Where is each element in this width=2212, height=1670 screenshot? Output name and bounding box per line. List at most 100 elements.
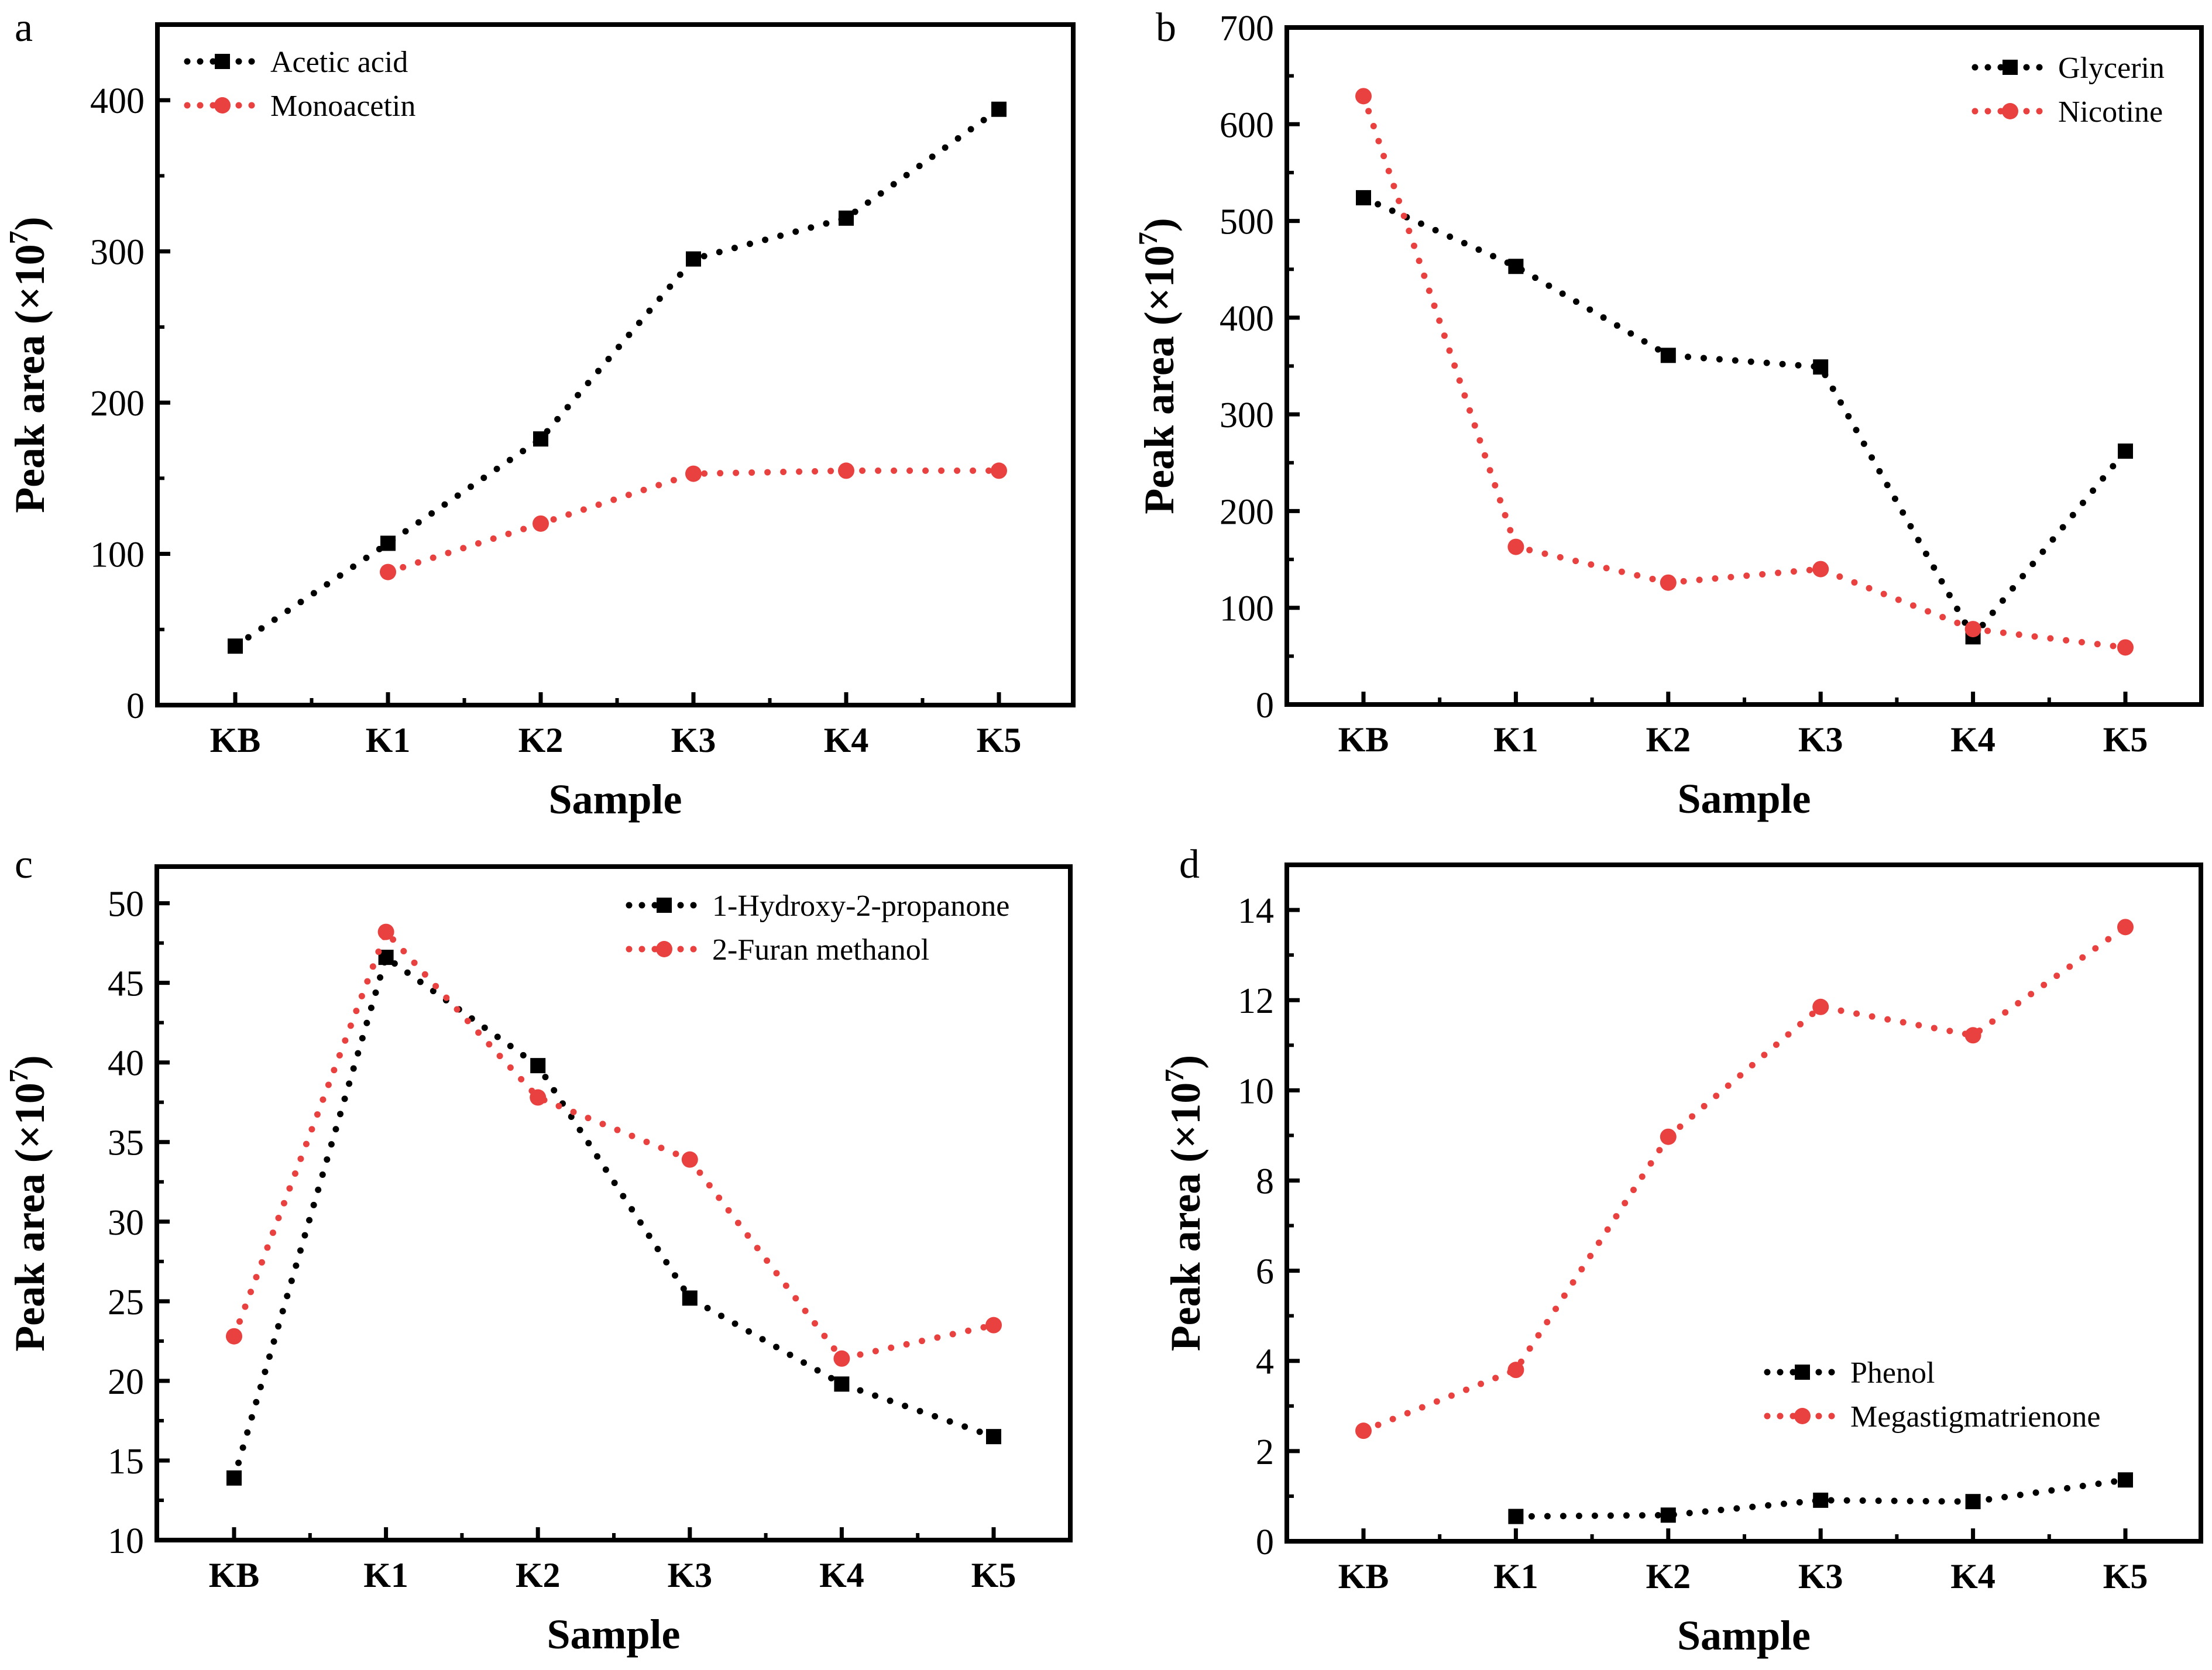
data-point-square [1508,259,1524,274]
x-tick-label: K3 [667,1556,712,1595]
x-tick-label: K3 [671,721,716,760]
data-point-circle [1964,621,1981,638]
data-point-circle [226,1328,242,1345]
x-tick-label: K2 [516,1556,561,1595]
data-point-square [991,101,1007,117]
data-point-square [226,1470,242,1486]
x-axis-title: Sample [547,1611,680,1658]
legend-label: 2-Furan methanol [712,933,929,967]
y-tick-label: 6 [1256,1252,1274,1292]
y-tick-label: 200 [1220,492,1274,532]
y-tick-label: 300 [90,233,145,273]
panel-a: a 0 100 200 300 400 KB K1 K2 K3 K4 K5 Sample Peak ar… [4,5,1076,823]
legend-entry: Monoacetin [184,90,415,123]
legend-label: Glycerin [2058,51,2165,85]
x-tick-label: K5 [2103,720,2148,759]
data-point-circle [1660,1128,1677,1145]
y-tick-label: 0 [1256,1523,1274,1562]
y-axis-title-base: Peak area (×10 [1162,1083,1209,1352]
data-point-square [1813,1492,1829,1508]
legend-entry: Nicotine [1971,95,2163,129]
y-tick-label: 0 [1256,686,1274,726]
x-tick-label: K3 [1798,720,1843,759]
y-tick-label: 40 [108,1044,144,1084]
y-axis-title-close: ) [6,1055,53,1069]
y-axis-title-exponent: 7 [1159,1069,1189,1083]
series-acetic-acid [228,101,1007,654]
legend-entry: 2-Furan methanol [626,933,929,967]
y-tick-label: 400 [90,81,145,121]
y-tick-label: 500 [1220,202,1274,242]
data-point-square [834,1376,850,1392]
data-point-square [2118,443,2133,459]
legend-entry: Glycerin [1971,51,2165,85]
data-point-circle [991,462,1007,479]
data-point-circle [681,1151,698,1168]
series-1-hydroxy-2-propanone [226,950,1001,1486]
data-point-square [228,638,243,654]
data-point-circle [1355,1422,1372,1439]
y-tick-label: 12 [1238,981,1274,1021]
data-point-square [1508,1509,1524,1524]
data-point-circle [377,923,394,940]
data-point-circle [1507,1362,1524,1379]
data-point-square [380,535,396,551]
series-line [384,467,1002,576]
panel-c: c 10 15 20 25 30 35 40 45 50 KB K1 K2 K3 K4 K5 Sample Pe… [4,842,1073,1658]
series-megastigmatrienone [1355,919,2134,1439]
data-point-circle [1507,538,1524,555]
series-line [1360,92,2129,651]
y-tick-label: 400 [1220,299,1274,339]
series-glycerin [1356,190,2133,645]
y-axis-title-close: ) [6,217,53,231]
legend-marker-circle [214,97,231,114]
data-point-circle [1964,1027,1981,1044]
y-tick-label: 20 [108,1362,144,1402]
y-axis-title-base: Peak area (×10 [6,1083,53,1352]
data-point-circle [530,1089,547,1106]
data-point-circle [1355,88,1372,105]
y-tick-label: 30 [108,1203,144,1243]
panel-letter-a: a [15,5,33,50]
y-tick-label: 4 [1256,1342,1274,1382]
data-point-square [1660,348,1676,363]
x-tick-label: K4 [824,721,869,760]
data-point-square [530,1058,546,1074]
y-tick-label: 0 [126,686,145,726]
data-point-circle [985,1317,1002,1334]
data-point-square [839,210,854,226]
y-axis-title-close: ) [1162,1055,1209,1069]
x-tick-label: K5 [977,721,1022,760]
legend-marker-circle [1794,1408,1811,1424]
y-axis-title-base: Peak area (×10 [1136,245,1183,514]
series-line [231,952,997,1482]
legend-marker-circle [2002,103,2018,119]
data-point-circle [838,462,854,479]
x-tick-label: K1 [1493,1557,1538,1596]
y-axis-title: Peak area (×107) [1133,218,1183,514]
x-tick-label: K1 [1493,720,1538,759]
y-axis-title-exponent: 7 [4,1069,33,1083]
x-tick-label: K3 [1798,1557,1843,1596]
x-axis-title: Sample [1677,775,1811,822]
legend-label: Nicotine [2058,95,2163,129]
x-tick-label: KB [1338,1557,1389,1596]
panel-letter-b: b [1156,5,1176,50]
panel-letter-d: d [1179,842,1200,887]
data-point-circle [1660,574,1677,591]
series-line [232,106,1002,650]
data-point-square [2118,1472,2133,1488]
legend-marker-square [215,54,230,69]
data-point-square [686,251,701,267]
y-tick-label: 14 [1238,891,1274,931]
legend-marker-square [2003,60,2018,75]
y-axis-title: Peak area (×107) [4,217,53,513]
x-tick-label: KB [1338,720,1389,759]
data-point-square [682,1290,698,1306]
data-point-square [1965,1494,1981,1510]
y-axis-title-base: Peak area (×10 [6,244,53,513]
legend-label: Phenol [1850,1356,1935,1390]
data-point-circle [533,515,549,532]
legend-entry: Acetic acid [184,46,408,79]
